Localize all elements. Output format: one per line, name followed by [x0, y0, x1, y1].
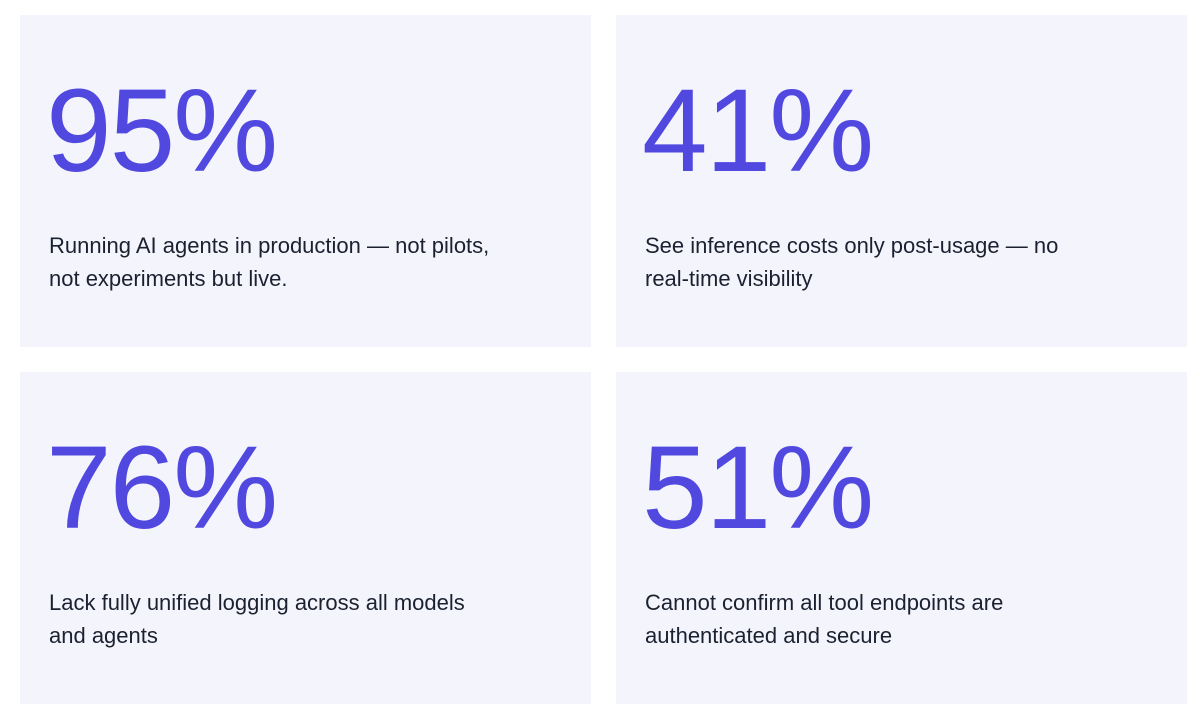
description-line: not experiments but live.: [49, 266, 288, 291]
description-line: real-time visibility: [645, 266, 813, 291]
description-line: Cannot confirm all tool endpoints are: [645, 590, 1004, 615]
stat-card: 51% Cannot confirm all tool endpoints are…: [616, 372, 1187, 704]
stat-value: 41%: [642, 65, 874, 197]
stat-description: See inference costs only post-usage — no…: [645, 229, 1058, 295]
stat-description: Running AI agents in production — not pi…: [49, 229, 489, 295]
stat-card: 41% See inference costs only post-usage —…: [616, 15, 1187, 347]
description-line: See inference costs only post-usage — no: [645, 233, 1059, 258]
description-line: authenticated and secure: [645, 623, 893, 648]
description-line: Lack fully unified logging across all mo…: [49, 590, 465, 615]
description-line: and agents: [49, 623, 158, 648]
stat-description: Lack fully unified logging across all mo…: [49, 586, 465, 652]
stat-value: 76%: [46, 422, 278, 554]
description-line: Running AI agents in production — not pi…: [49, 233, 490, 258]
stat-value: 51%: [642, 422, 874, 554]
stat-value: 95%: [46, 65, 278, 197]
stat-card: 76% Lack fully unified logging across all…: [20, 372, 591, 704]
stat-card: 95% Running AI agents in production — not…: [20, 15, 591, 347]
stat-description: Cannot confirm all tool endpoints are aut…: [645, 586, 1003, 652]
